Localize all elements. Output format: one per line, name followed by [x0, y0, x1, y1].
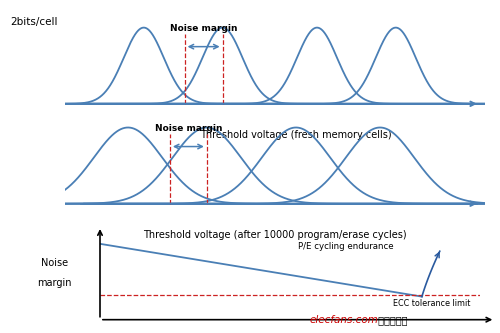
Text: Threshold voltage (fresh memory cells): Threshold voltage (fresh memory cells)	[200, 130, 392, 140]
Text: Noise margin: Noise margin	[170, 24, 237, 33]
Text: 2bits/cell: 2bits/cell	[10, 17, 58, 27]
Text: Noise margin: Noise margin	[154, 124, 222, 133]
Text: Threshold voltage (after 10000 program/erase cycles): Threshold voltage (after 10000 program/e…	[143, 229, 407, 239]
Text: margin: margin	[37, 278, 72, 288]
Text: P/E cycling endurance: P/E cycling endurance	[298, 241, 393, 251]
Text: elecfans.com: elecfans.com	[310, 315, 379, 325]
Text: ECC tolerance limit: ECC tolerance limit	[392, 299, 470, 308]
Text: Noise: Noise	[41, 258, 68, 268]
Text: 电子发烧友: 电子发烧友	[375, 315, 408, 325]
